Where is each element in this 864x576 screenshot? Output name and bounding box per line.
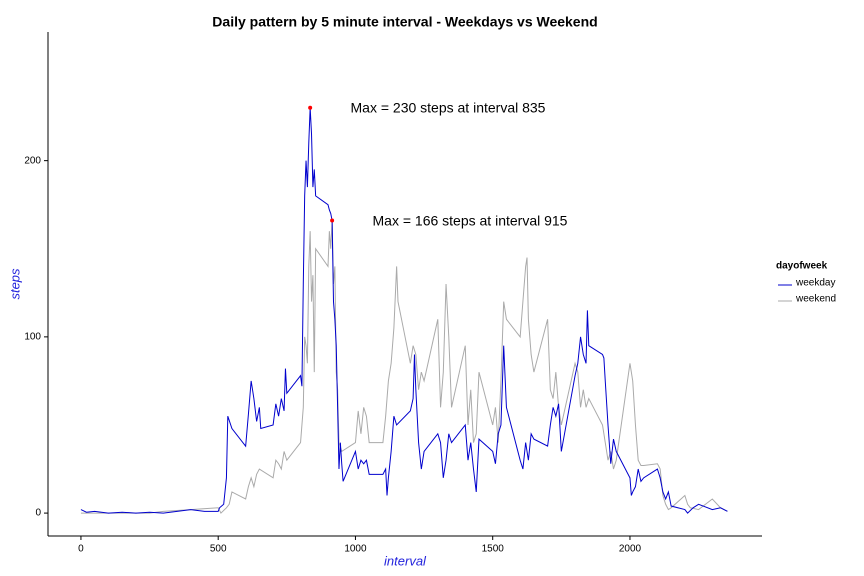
x-tick-label: 500 (210, 544, 227, 555)
legend-label: weekend (795, 294, 836, 305)
y-tick-label: 200 (24, 155, 41, 166)
series-line (80, 107, 728, 514)
x-tick-label: 2000 (619, 544, 642, 555)
annotation: Max = 166 steps at interval 915 (373, 213, 568, 229)
x-tick-label: 0 (78, 544, 84, 555)
series-line (80, 220, 728, 514)
chart-title: Daily pattern by 5 minute interval - Wee… (212, 14, 597, 30)
y-tick-label: 0 (35, 508, 41, 519)
x-axis-label: interval (384, 553, 427, 568)
max-point (330, 218, 335, 223)
max-point (308, 105, 313, 110)
y-axis-label: steps (7, 268, 22, 300)
legend-title: dayofweek (776, 261, 828, 272)
y-tick-label: 100 (24, 332, 41, 343)
x-tick-label: 1500 (482, 544, 505, 555)
annotation: Max = 230 steps at interval 835 (351, 100, 546, 116)
x-tick-label: 1000 (344, 544, 367, 555)
legend-label: weekday (795, 278, 835, 289)
